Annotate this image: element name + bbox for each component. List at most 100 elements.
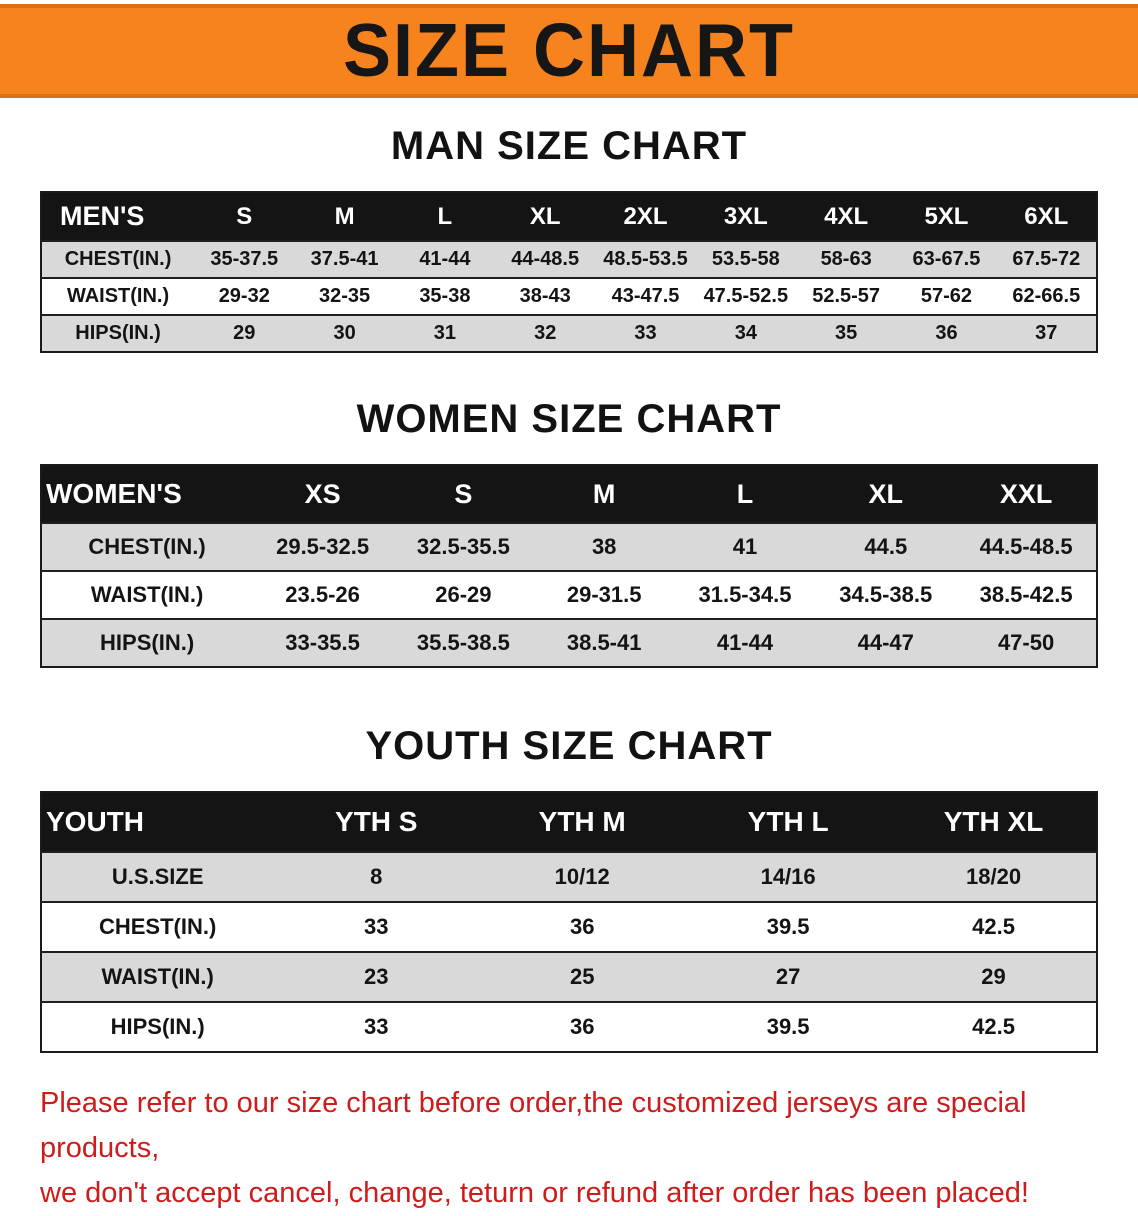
row-label: HIPS(IN.) [41, 314, 195, 352]
table-cell: 32.5-35.5 [392, 522, 534, 571]
table-cell: 32-35 [294, 277, 395, 315]
column-header: YTH M [538, 806, 626, 837]
table-row: HIPS(IN.) 33 36 39.5 42.5 [41, 1001, 1097, 1052]
row-label: WAIST(IN.) [41, 570, 253, 619]
row-label: CHEST(IN.) [41, 240, 195, 278]
column-header: XXL [999, 478, 1053, 509]
table-cell: 34 [695, 314, 796, 352]
table-cell: 36 [479, 1001, 686, 1052]
table-cell: 42.5 [891, 1001, 1097, 1052]
table-row: HIPS(IN.) 29 30 31 32 33 34 35 36 37 [41, 314, 1097, 352]
column-header: 3XL [723, 202, 768, 230]
table-cell: 30 [294, 314, 395, 352]
row-label: WAIST(IN.) [41, 277, 195, 315]
table-cell: 23 [273, 951, 480, 1002]
table-cell: 36 [479, 901, 686, 952]
table-cell: 10/12 [479, 851, 686, 902]
table-cell: 42.5 [891, 901, 1097, 952]
women-size-table: WOMEN'S XS S M L XL XXL CHEST(IN.) 29.5-32.5 32.5… [40, 464, 1098, 668]
table-cell: 29 [891, 951, 1097, 1002]
table-cell: 23.5-26 [252, 570, 393, 619]
men-size-table: MEN'S S M L XL 2XL 3XL 4XL 5XL 6XL CHEST(IN.) 35-37… [40, 191, 1098, 353]
table-row: CHEST(IN.) 29.5-32.5 32.5-35.5 38 41 44.5 44.5… [41, 522, 1097, 571]
row-label: HIPS(IN.) [41, 1001, 274, 1052]
table-cell: 44-48.5 [495, 240, 596, 278]
column-header: L [437, 202, 453, 230]
table-cell: 43-47.5 [595, 277, 696, 315]
table-row: WAIST(IN.) 29-32 32-35 35-38 38-43 43-47.5 47.… [41, 277, 1097, 315]
row-label: CHEST(IN.) [41, 901, 274, 952]
column-header: S [236, 202, 253, 230]
table-cell: 38.5-42.5 [956, 570, 1097, 619]
column-header: L [736, 478, 754, 509]
table-cell: 33 [273, 901, 480, 952]
table-row: CHEST(IN.) 33 36 39.5 42.5 [41, 901, 1097, 952]
row-label: WAIST(IN.) [41, 951, 274, 1002]
table-cell: 14/16 [685, 851, 892, 902]
row-label: CHEST(IN.) [41, 522, 253, 571]
table-row: WAIST(IN.) 23.5-26 26-29 29-31.5 31.5-34.5 34… [41, 570, 1097, 619]
youth-section-title: YOUTH SIZE CHART [365, 724, 773, 768]
table-cell: 39.5 [685, 901, 892, 952]
column-header: 5XL [924, 202, 969, 230]
table-cell: 44.5 [815, 522, 957, 571]
table-row: HIPS(IN.) 33-35.5 35.5-38.5 38.5-41 41-44 44-… [41, 618, 1097, 667]
column-header: 2XL [623, 202, 668, 230]
table-cell: 38 [533, 522, 675, 571]
table-cell: 34.5-38.5 [815, 570, 957, 619]
table-cell: 8 [273, 851, 480, 902]
table-cell: 47.5-52.5 [695, 277, 796, 315]
table-row: WAIST(IN.) 23 25 27 29 [41, 951, 1097, 1002]
table-cell: 63-67.5 [896, 240, 997, 278]
table-cell: 33 [595, 314, 696, 352]
table-cell: 35-37.5 [194, 240, 295, 278]
column-header: S [454, 478, 473, 509]
table-cell: 35.5-38.5 [392, 618, 534, 667]
table-corner-label: MEN'S [60, 201, 145, 231]
men-section-title: MAN SIZE CHART [390, 124, 748, 168]
table-cell: 48.5-53.5 [595, 240, 696, 278]
table-cell: 29.5-32.5 [252, 522, 393, 571]
column-header: M [334, 202, 355, 230]
column-header: M [592, 478, 616, 509]
table-cell: 18/20 [891, 851, 1097, 902]
disclaimer-text: Please refer to our size chart before or… [40, 1081, 1118, 1216]
table-cell: 37.5-41 [294, 240, 395, 278]
table-cell: 38.5-41 [533, 618, 675, 667]
table-cell: 29-31.5 [533, 570, 675, 619]
table-cell: 52.5-57 [795, 277, 897, 315]
size-chart-banner: SIZE CHART [0, 4, 1138, 98]
table-cell: 35-38 [394, 277, 496, 315]
table-cell: 27 [685, 951, 892, 1002]
table-cell: 62-66.5 [996, 277, 1097, 315]
column-header: 4XL [824, 202, 869, 230]
women-section-title: WOMEN SIZE CHART [356, 397, 782, 441]
banner-title: SIZE CHART [343, 9, 795, 94]
table-cell: 32 [495, 314, 596, 352]
table-header-row: YOUTH YTH S YTH M YTH L YTH XL [41, 792, 1097, 852]
column-header: YTH L [747, 806, 829, 837]
table-cell: 44.5-48.5 [956, 522, 1097, 571]
column-header: XS [304, 478, 341, 509]
table-cell: 58-63 [795, 240, 897, 278]
column-header: YTH XL [943, 806, 1044, 837]
table-cell: 44-47 [815, 618, 957, 667]
table-cell: 39.5 [685, 1001, 892, 1052]
table-header-row: MEN'S S M L XL 2XL 3XL 4XL 5XL 6XL [41, 192, 1097, 241]
table-row: U.S.SIZE 8 10/12 14/16 18/20 [41, 851, 1097, 902]
table-row: CHEST(IN.) 35-37.5 37.5-41 41-44 44-48.5 48.5… [41, 240, 1097, 278]
table-cell: 67.5-72 [996, 240, 1097, 278]
table-cell: 57-62 [896, 277, 997, 315]
row-label: U.S.SIZE [41, 851, 274, 902]
table-cell: 26-29 [392, 570, 534, 619]
table-corner-label: WOMEN'S [46, 478, 182, 509]
table-cell: 35 [795, 314, 897, 352]
table-cell: 29-32 [194, 277, 295, 315]
table-cell: 47-50 [956, 618, 1097, 667]
table-cell: 33-35.5 [252, 618, 393, 667]
table-cell: 36 [896, 314, 997, 352]
table-cell: 29 [194, 314, 295, 352]
table-cell: 53.5-58 [695, 240, 796, 278]
table-corner-label: YOUTH [46, 806, 144, 837]
table-cell: 25 [479, 951, 686, 1002]
